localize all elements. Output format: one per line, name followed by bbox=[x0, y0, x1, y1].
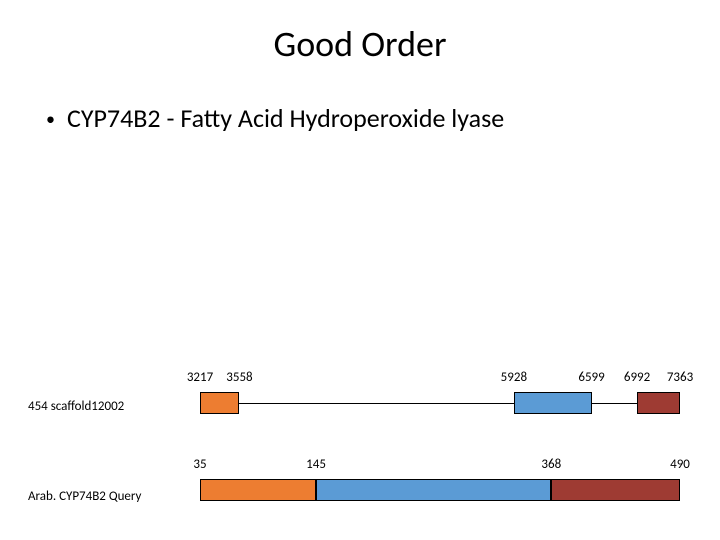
coord-label: 368 bbox=[541, 457, 561, 472]
bullet-item: • CYP74B2 - Fatty Acid Hydroperoxide lyas… bbox=[0, 66, 720, 134]
segment bbox=[637, 392, 680, 414]
coord-label: 490 bbox=[670, 457, 690, 472]
coord-label: 145 bbox=[306, 457, 326, 472]
coord-label: 3558 bbox=[226, 370, 252, 385]
coord-label: 6992 bbox=[624, 370, 650, 385]
segment bbox=[316, 479, 551, 501]
segment bbox=[200, 479, 316, 501]
coord-label: 35 bbox=[193, 457, 206, 472]
coord-label: 5928 bbox=[501, 370, 527, 385]
coord-label: 7363 bbox=[667, 370, 693, 385]
page-title: Good Order bbox=[0, 0, 720, 66]
track-label: 454 scaffold12002 bbox=[28, 399, 124, 414]
segment bbox=[200, 392, 239, 414]
segment bbox=[514, 392, 592, 414]
gap-line bbox=[592, 403, 637, 404]
track bbox=[200, 479, 680, 501]
bullet-dot-icon: • bbox=[46, 108, 55, 130]
coord-label: 3217 bbox=[187, 370, 213, 385]
track-label: Arab. CYP74B2 Query bbox=[28, 489, 141, 504]
coord-label: 6599 bbox=[578, 370, 604, 385]
gap-line bbox=[239, 403, 513, 404]
bullet-text: CYP74B2 - Fatty Acid Hydroperoxide lyase bbox=[67, 102, 504, 134]
segment bbox=[551, 479, 680, 501]
